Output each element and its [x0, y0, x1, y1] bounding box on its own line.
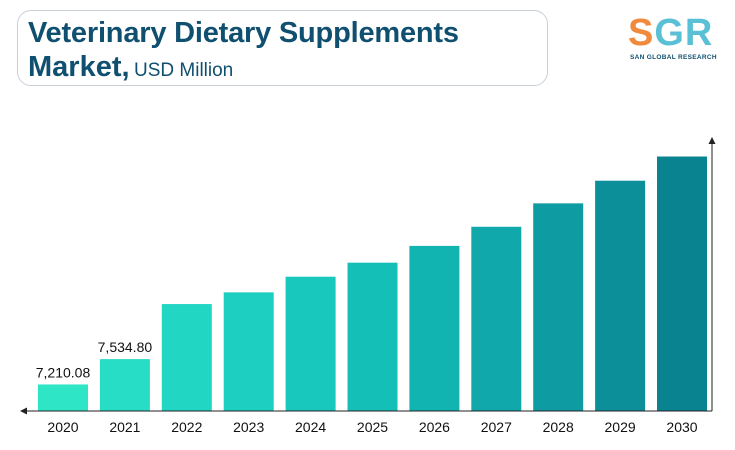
x-tick-label: 2029 — [605, 419, 636, 435]
bar-2030 — [657, 156, 707, 411]
chart-title-line2: Market, USD Million — [28, 51, 233, 84]
bar-2029 — [595, 180, 646, 411]
x-tick-label: 2030 — [666, 419, 697, 435]
logo-wordmark: SGR — [628, 12, 713, 55]
logo-letter-r: R — [684, 12, 714, 54]
bar-2022 — [161, 304, 212, 411]
x-tick-label: 2028 — [543, 419, 574, 435]
x-tick-label: 2027 — [481, 419, 512, 435]
data-label-2021: 7,534.80 — [98, 339, 153, 355]
chart-title-market: Market, — [28, 51, 130, 83]
bar-2021 — [99, 359, 150, 411]
data-label-2020: 7,210.08 — [36, 364, 91, 380]
bar-2024 — [285, 276, 336, 411]
bar-2026 — [409, 245, 460, 411]
chart-title: Veterinary Dietary Supplements — [28, 17, 459, 49]
bar-2023 — [223, 292, 274, 411]
bar-2027 — [471, 226, 522, 411]
x-tick-label: 2021 — [109, 419, 140, 435]
logo-subtitle: SAN GLOBAL RESEARCH — [630, 54, 717, 61]
bar-2025 — [347, 262, 398, 411]
bar-2020 — [38, 384, 88, 411]
title-box: Veterinary Dietary Supplements Market, U… — [17, 10, 548, 86]
x-axis-arrow — [20, 407, 27, 415]
logo-letter-s: S — [628, 12, 655, 54]
bar-group — [38, 156, 707, 411]
y-axis-arrow — [708, 137, 716, 144]
x-tick-label: 2025 — [357, 419, 388, 435]
x-tick-label: 2022 — [171, 419, 202, 435]
label-group: 2020 7,210.08 2021 7,534.80 2022 2023 2024 2025… — [36, 339, 698, 435]
axes — [20, 137, 716, 415]
chart-unit: USD Million — [134, 60, 234, 81]
x-tick-label: 2023 — [233, 419, 264, 435]
logo-letter-g: G — [654, 12, 685, 54]
x-tick-label: 2020 — [47, 419, 78, 435]
sgr-logo: SGR SAN GLOBAL RESEARCH — [620, 12, 730, 68]
bar-2028 — [533, 203, 584, 411]
x-tick-label: 2026 — [419, 419, 450, 435]
x-tick-label: 2024 — [295, 419, 326, 435]
